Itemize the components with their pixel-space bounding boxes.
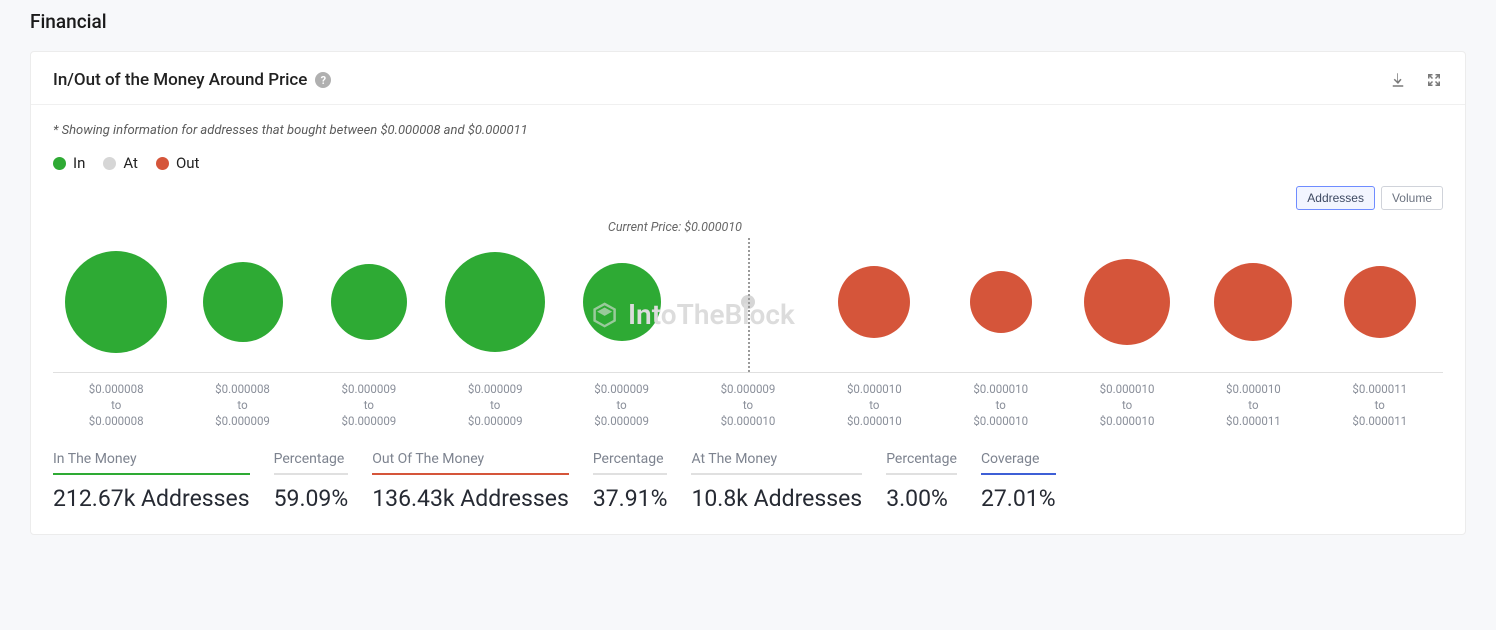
bucket[interactable] <box>432 242 558 372</box>
summary-label: Percentage <box>274 451 349 475</box>
legend-label: Out <box>176 154 200 172</box>
summary-col: Out Of The Money 136.43k Addresses <box>372 451 569 512</box>
bucket[interactable] <box>1317 242 1443 372</box>
legend-item-at[interactable]: At <box>103 154 138 172</box>
range-label: $0.000011to$0.000011 <box>1317 381 1443 429</box>
legend-dot-icon <box>103 157 116 170</box>
summary-value: 59.09% <box>274 485 349 512</box>
card-body: * Showing information for addresses that… <box>31 105 1465 534</box>
summary-col: Percentage 37.91% <box>593 451 668 512</box>
legend-item-in[interactable]: In <box>53 154 85 172</box>
range-label: $0.000009to$0.000009 <box>432 381 558 429</box>
range-label: $0.000009to$0.000009 <box>306 381 432 429</box>
legend-item-out[interactable]: Out <box>156 154 200 172</box>
range-label: $0.000009to$0.000010 <box>685 381 811 429</box>
bubble-out <box>1084 259 1170 345</box>
legend-toggle-row: In At Out AddressesVolume <box>53 154 1443 210</box>
iom-card: In/Out of the Money Around Price ? * Sho… <box>30 51 1466 535</box>
summary-value: 212.67k Addresses <box>53 485 250 512</box>
summary-value: 27.01% <box>981 485 1056 512</box>
bucket[interactable] <box>179 242 305 372</box>
summary-col: Percentage 3.00% <box>886 451 957 512</box>
bucket[interactable] <box>306 242 432 372</box>
current-price-label: Current Price: $0.000010 <box>608 220 748 235</box>
range-label: $0.000010to$0.000011 <box>1190 381 1316 429</box>
card-header: In/Out of the Money Around Price ? <box>31 52 1465 105</box>
range-label: $0.000009to$0.000009 <box>558 381 684 429</box>
bubble-in <box>583 263 661 341</box>
metric-toggle: AddressesVolume <box>1296 186 1443 210</box>
summary-value: 10.8k Addresses <box>691 485 862 512</box>
card-title: In/Out of the Money Around Price <box>53 70 307 90</box>
filter-note: * Showing information for addresses that… <box>53 123 1443 138</box>
summary-col: In The Money 212.67k Addresses <box>53 451 250 512</box>
summary-label: Coverage <box>981 451 1056 475</box>
summary-label: Percentage <box>593 451 668 475</box>
bubble-out <box>970 271 1032 333</box>
summary-value: 136.43k Addresses <box>372 485 569 512</box>
bubble-out <box>1344 266 1416 338</box>
bucket[interactable] <box>811 242 937 372</box>
summary-label: In The Money <box>53 451 250 475</box>
summary-col: At The Money 10.8k Addresses <box>691 451 862 512</box>
range-label: $0.000010to$0.000010 <box>811 381 937 429</box>
legend-dot-icon <box>53 157 66 170</box>
legend-label: In <box>73 154 85 172</box>
bubble-in <box>445 252 545 352</box>
bubble-in <box>331 264 407 340</box>
bubble-out <box>1214 263 1292 341</box>
card-title-wrap: In/Out of the Money Around Price ? <box>53 70 331 90</box>
separator-line <box>748 238 750 372</box>
range-label: $0.000008to$0.000009 <box>179 381 305 429</box>
section-title: Financial <box>30 10 1466 33</box>
card-actions <box>1389 71 1443 89</box>
legend: In At Out <box>53 154 199 172</box>
bucket[interactable] <box>1064 242 1190 372</box>
legend-dot-icon <box>156 157 169 170</box>
summary-value: 3.00% <box>886 485 957 512</box>
summary-value: 37.91% <box>593 485 668 512</box>
summary-col: Coverage 27.01% <box>981 451 1056 512</box>
legend-label: At <box>123 154 138 172</box>
bucket[interactable] <box>558 242 684 372</box>
chart-area: IntoTheBlock Current Price: $0.000010 $0… <box>53 220 1443 429</box>
bubble-out <box>838 266 910 338</box>
bucket[interactable] <box>53 242 179 372</box>
help-icon[interactable]: ? <box>315 72 331 88</box>
bucket[interactable] <box>938 242 1064 372</box>
toggle-volume[interactable]: Volume <box>1381 186 1443 210</box>
toggle-addresses[interactable]: Addresses <box>1296 186 1375 210</box>
summary-col: Percentage 59.09% <box>274 451 349 512</box>
summary-label: Percentage <box>886 451 957 475</box>
bucket[interactable] <box>1190 242 1316 372</box>
summary-label: Out Of The Money <box>372 451 569 475</box>
range-label: $0.000010to$0.000010 <box>938 381 1064 429</box>
download-icon[interactable] <box>1389 71 1407 89</box>
bubble-in <box>65 251 167 353</box>
range-label: $0.000010to$0.000010 <box>1064 381 1190 429</box>
summary-row: In The Money 212.67k Addresses Percentage 5… <box>53 451 1443 512</box>
summary-label: At The Money <box>691 451 862 475</box>
expand-icon[interactable] <box>1425 71 1443 89</box>
range-label: $0.000008to$0.000008 <box>53 381 179 429</box>
bubble-in <box>203 262 283 342</box>
range-labels: $0.000008to$0.000008$0.000008to$0.000009… <box>53 381 1443 429</box>
